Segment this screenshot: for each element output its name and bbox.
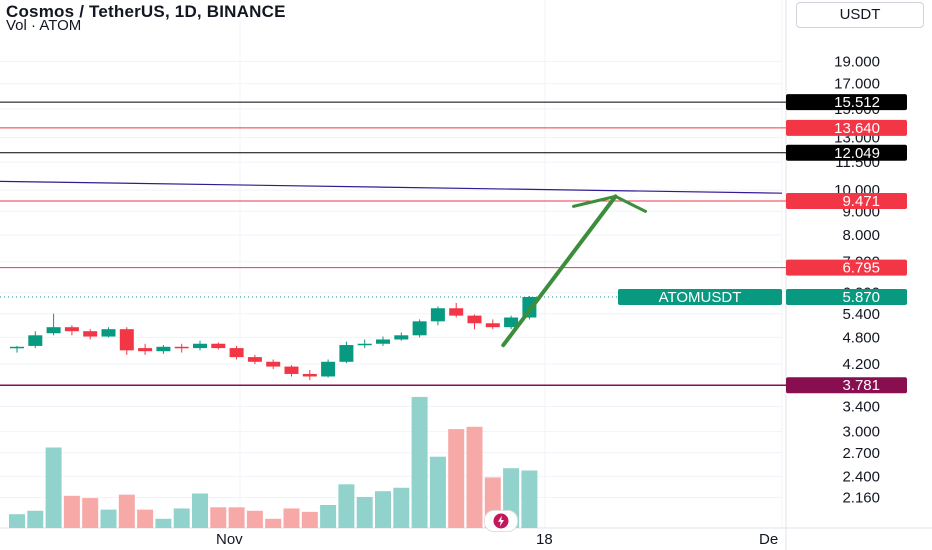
candle-up[interactable]	[193, 343, 207, 349]
volume-bar	[63, 495, 80, 528]
volume-bar	[429, 456, 446, 528]
price-line-label: 6.795	[842, 260, 880, 277]
symbol-title[interactable]: Cosmos / TetherUS, 1D, BINANCE	[6, 2, 286, 21]
volume-bar	[411, 396, 428, 528]
volume-bar	[118, 494, 135, 528]
candle-down[interactable]	[449, 308, 464, 316]
price-tick-label: 4.200	[842, 356, 880, 373]
candle-up[interactable]	[46, 327, 61, 334]
price-line-label-bg	[786, 377, 907, 394]
projection-arrow-shaft[interactable]	[501, 194, 618, 348]
price-tick-label: 8.000	[842, 227, 880, 244]
candle-up[interactable]	[28, 335, 43, 346]
candle-down[interactable]	[64, 327, 79, 332]
price-tick-label: 3.400	[842, 399, 880, 416]
volume-bar	[100, 509, 117, 528]
volume-bar	[466, 426, 483, 528]
volume-bar	[45, 447, 62, 528]
volume-bar	[246, 510, 263, 528]
candle-up[interactable]	[376, 339, 390, 344]
price-tick-label: 4.800	[842, 329, 880, 346]
trend-line[interactable]	[0, 180, 783, 194]
time-label-dec: De	[759, 531, 779, 548]
volume-bar	[283, 508, 300, 528]
currency-button[interactable]: USDT	[796, 2, 924, 28]
candle-down[interactable]	[302, 373, 317, 377]
volume-bar	[320, 505, 337, 528]
volume-bar	[27, 510, 44, 528]
price-line-label-bg	[786, 193, 907, 210]
last-price-label: 5.870	[842, 289, 880, 306]
candle-up[interactable]	[339, 345, 354, 362]
candle-down[interactable]	[467, 315, 482, 324]
price-line-label-bg	[786, 144, 907, 161]
volume-bar	[82, 498, 99, 528]
price-tick-label: 5.400	[842, 306, 880, 323]
time-label-nov: Nov	[216, 531, 243, 548]
price-line-label-bg	[786, 119, 907, 136]
volume-bar	[228, 507, 245, 528]
candle-down[interactable]	[485, 323, 500, 328]
volume-bar	[521, 470, 538, 528]
candle-down[interactable]	[284, 366, 299, 374]
volume-bar	[265, 518, 282, 528]
volume-bar	[137, 509, 154, 528]
last-price-label-bg	[786, 289, 907, 306]
price-line-label-bg	[786, 94, 907, 111]
volume-bar	[173, 508, 190, 528]
candle-down[interactable]	[211, 343, 226, 349]
candle-down[interactable]	[174, 346, 189, 349]
candle-up[interactable]	[394, 335, 409, 340]
price-line-label: 15.512	[834, 94, 880, 111]
symbol-label: ATOMUSDT	[659, 289, 742, 306]
price-line-label: 12.049	[834, 145, 880, 162]
price-tick-label: 2.700	[842, 445, 880, 462]
candle-up[interactable]	[412, 321, 427, 336]
volume-bar	[393, 487, 410, 528]
price-line-label: 3.781	[842, 377, 880, 394]
volume-bar	[155, 518, 172, 528]
candle-up[interactable]	[156, 346, 171, 352]
price-line-label-bg	[786, 259, 907, 276]
volume-bar	[301, 511, 318, 528]
candle-down[interactable]	[266, 361, 281, 367]
volume-bar	[448, 429, 465, 528]
candle-up[interactable]	[101, 329, 116, 337]
candle-down[interactable]	[119, 329, 134, 351]
candle-up[interactable]	[10, 346, 24, 349]
lightning-bolt-icon[interactable]	[484, 510, 518, 532]
candle-down[interactable]	[138, 348, 153, 352]
volume-bar	[375, 491, 391, 528]
candle-up[interactable]	[430, 308, 445, 322]
volume-bar	[9, 514, 25, 528]
candle-up[interactable]	[504, 317, 519, 328]
price-line-label: 9.471	[842, 193, 880, 210]
price-tick-label: 17.000	[834, 76, 880, 93]
volume-indicator-label[interactable]: Vol · ATOM	[6, 17, 82, 34]
candle-down[interactable]	[83, 331, 98, 337]
candle-up[interactable]	[321, 361, 336, 377]
candle-up[interactable]	[357, 343, 372, 346]
candle-down[interactable]	[229, 348, 244, 358]
time-label-18: 18	[536, 531, 553, 548]
symbol-label-bg	[618, 289, 782, 306]
price-tick-label: 19.000	[834, 53, 880, 70]
volume-bar	[356, 496, 373, 528]
price-tick-label: 2.160	[842, 490, 880, 507]
price-tick-label: 2.400	[842, 468, 880, 485]
volume-bar	[338, 484, 355, 528]
projection-arrow-head[interactable]	[572, 194, 647, 213]
candle-down[interactable]	[247, 357, 262, 362]
volume-bar	[192, 493, 208, 528]
price-tick-label: 3.000	[842, 424, 880, 441]
price-line-label: 13.640	[834, 120, 880, 137]
volume-bar	[210, 507, 227, 528]
